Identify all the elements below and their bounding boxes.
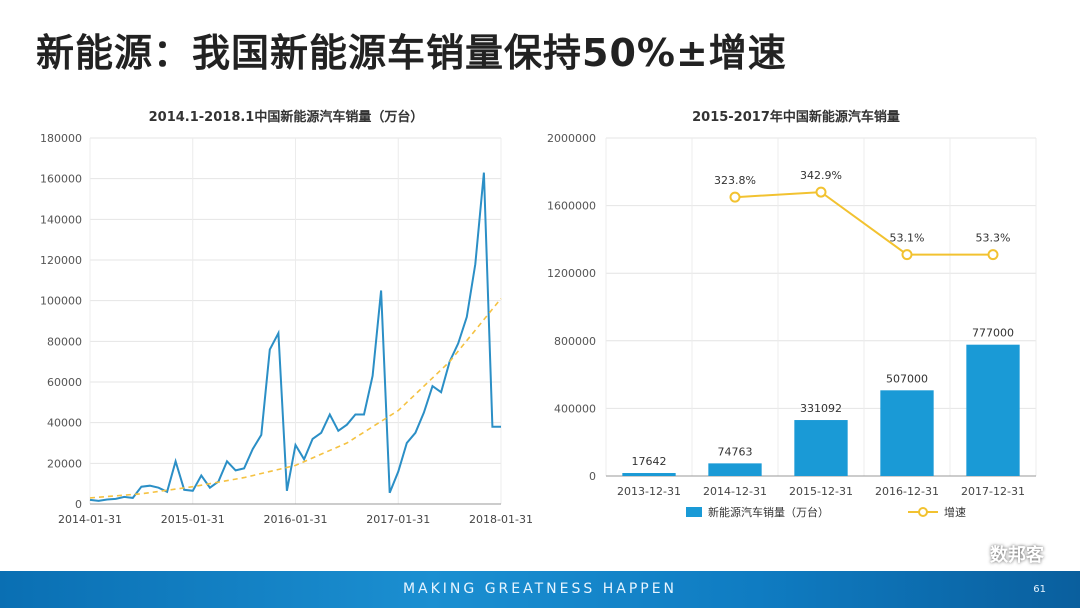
page-number: 61 bbox=[1033, 584, 1046, 595]
growth-rate-point bbox=[987, 249, 999, 261]
watermark-text: 数邦客 bbox=[990, 545, 1044, 566]
legend-line-marker bbox=[918, 507, 928, 517]
growth-rate-point bbox=[815, 186, 827, 198]
line-y-tick-label: 160000 bbox=[40, 173, 82, 186]
growth-rate-data-label: 323.8% bbox=[714, 174, 756, 187]
footer-slogan: MAKING GREATNESS HAPPEN bbox=[402, 581, 678, 597]
line-x-tick-label: 2016-01-31 bbox=[264, 513, 328, 526]
growth-rate-point bbox=[729, 191, 741, 203]
sales-bar-data-label: 777000 bbox=[972, 327, 1014, 340]
legend-bar-label: 新能源汽车销量（万台） bbox=[708, 505, 829, 519]
bar-chart: 0 400000 800000 1200000 1600000 2000000 2013-1… bbox=[547, 132, 1037, 519]
bar-y-tick-label: 1200000 bbox=[547, 267, 596, 280]
sales-bar bbox=[966, 344, 1020, 476]
growth-rate-line bbox=[734, 191, 993, 256]
sales-bar-data-label: 17642 bbox=[632, 455, 667, 468]
watermark: 数邦客 bbox=[952, 541, 1044, 567]
line-x-tick-label: 2014-01-31 bbox=[58, 513, 122, 526]
line-y-tick-label: 60000 bbox=[47, 376, 82, 389]
bar-x-tick-label: 2014-12-31 bbox=[703, 485, 767, 498]
sales-bar bbox=[880, 390, 934, 476]
sales-series-line bbox=[89, 172, 501, 502]
bar-y-tick-label: 1600000 bbox=[547, 200, 596, 213]
sales-bar bbox=[622, 473, 676, 476]
sales-bar-data-label: 331092 bbox=[800, 402, 842, 415]
bar-chart-title: 2015-2017年中国新能源汽车销量 bbox=[692, 110, 900, 125]
line-x-tick-label: 2017-01-31 bbox=[366, 513, 430, 526]
wechat-icon bbox=[952, 543, 981, 564]
trend-series-line bbox=[89, 298, 502, 499]
sales-bar bbox=[708, 463, 762, 476]
bar-chart-panel: 2015-2017年中国新能源汽车销量 0 400000 800000 1200000… bbox=[546, 94, 1046, 534]
line-y-tick-label: 100000 bbox=[40, 295, 82, 308]
bar-y-tick-label: 2000000 bbox=[547, 132, 596, 145]
line-y-tick-label: 180000 bbox=[40, 132, 82, 145]
line-chart-title: 2014.1-2018.1中国新能源汽车销量（万台） bbox=[148, 110, 424, 125]
footer-bar: MAKING GREATNESS HAPPEN 61 bbox=[0, 571, 1080, 608]
line-chart-panel: 2014.1-2018.1中国新能源汽车销量（万台） 0 20000 40000 60… bbox=[36, 94, 536, 534]
line-chart: 0 20000 40000 60000 80000 100000 120000 140000 1… bbox=[40, 132, 533, 526]
line-x-tick-label: 2018-01-31 bbox=[469, 513, 533, 526]
legend-bar-swatch bbox=[686, 507, 702, 517]
bar-x-tick-label: 2016-12-31 bbox=[875, 485, 939, 498]
bar-y-tick-label: 800000 bbox=[554, 335, 596, 348]
sales-bar bbox=[794, 420, 848, 476]
line-y-tick-label: 20000 bbox=[47, 457, 82, 470]
line-y-tick-label: 140000 bbox=[40, 213, 82, 226]
sales-bar-data-label: 507000 bbox=[886, 372, 928, 385]
line-y-tick-label: 0 bbox=[75, 498, 82, 511]
growth-rate-data-label: 53.1% bbox=[890, 232, 925, 245]
bar-x-tick-label: 2015-12-31 bbox=[789, 485, 853, 498]
line-y-tick-label: 120000 bbox=[40, 254, 82, 267]
bar-y-tick-label: 400000 bbox=[554, 402, 596, 415]
bar-x-tick-label: 2017-12-31 bbox=[961, 485, 1025, 498]
slide-title: 新能源：我国新能源车销量保持50%±增速 bbox=[36, 31, 787, 75]
sales-bar-data-label: 74763 bbox=[718, 445, 753, 458]
line-x-tick-label: 2015-01-31 bbox=[161, 513, 225, 526]
bar-y-tick-label: 0 bbox=[589, 470, 596, 483]
growth-rate-data-label: 342.9% bbox=[800, 169, 842, 182]
line-y-tick-label: 80000 bbox=[47, 335, 82, 348]
line-y-tick-label: 40000 bbox=[47, 417, 82, 430]
bar-x-tick-label: 2013-12-31 bbox=[617, 485, 681, 498]
growth-rate-data-label: 53.3% bbox=[976, 232, 1011, 245]
growth-rate-point bbox=[901, 249, 913, 261]
legend-line-label: 增速 bbox=[944, 505, 966, 519]
